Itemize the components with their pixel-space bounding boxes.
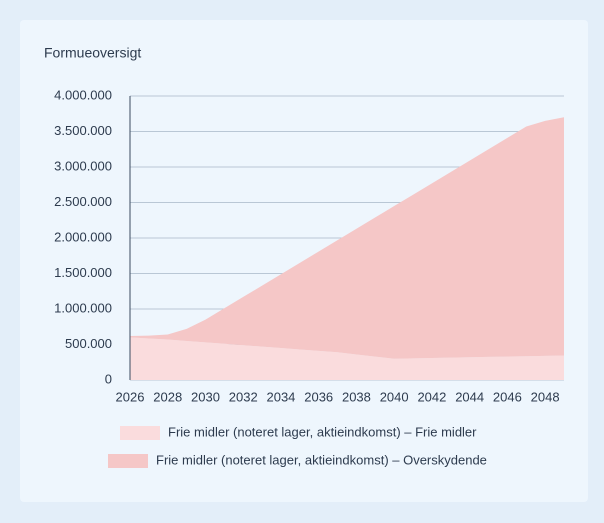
y-tick-label: 1.500.000 (54, 265, 112, 280)
y-tick-label: 2.000.000 (54, 229, 112, 244)
x-tick-label: 2034 (266, 389, 295, 404)
y-tick-label: 0 (105, 371, 112, 386)
y-tick-label: 3.500.000 (54, 123, 112, 138)
x-tick-label: 2038 (342, 389, 371, 404)
x-tick-label: 2040 (380, 389, 409, 404)
y-tick-label: 3.000.000 (54, 158, 112, 173)
x-tick-label: 2032 (229, 389, 258, 404)
area (130, 337, 564, 380)
x-tick-label: 2042 (417, 389, 446, 404)
legend-label: Frie midler (noteret lager, aktieindkoms… (156, 452, 487, 467)
legend-label: Frie midler (noteret lager, aktieindkoms… (168, 424, 477, 439)
x-tick-label: 2028 (153, 389, 182, 404)
x-tick-label: 2030 (191, 389, 220, 404)
x-tick-label: 2044 (455, 389, 484, 404)
y-tick-label: 1.000.000 (54, 300, 112, 315)
y-tick-label: 2.500.000 (54, 194, 112, 209)
y-tick-label: 500.000 (65, 336, 112, 351)
x-tick-label: 2026 (116, 389, 145, 404)
chart-title: Formueoversigt (44, 45, 141, 61)
x-tick-label: 2046 (493, 389, 522, 404)
legend-swatch (108, 454, 148, 468)
x-tick-label: 2036 (304, 389, 333, 404)
legend-swatch (120, 426, 160, 440)
area (130, 117, 564, 359)
y-tick-label: 4.000.000 (54, 87, 112, 102)
x-tick-label: 2048 (531, 389, 560, 404)
